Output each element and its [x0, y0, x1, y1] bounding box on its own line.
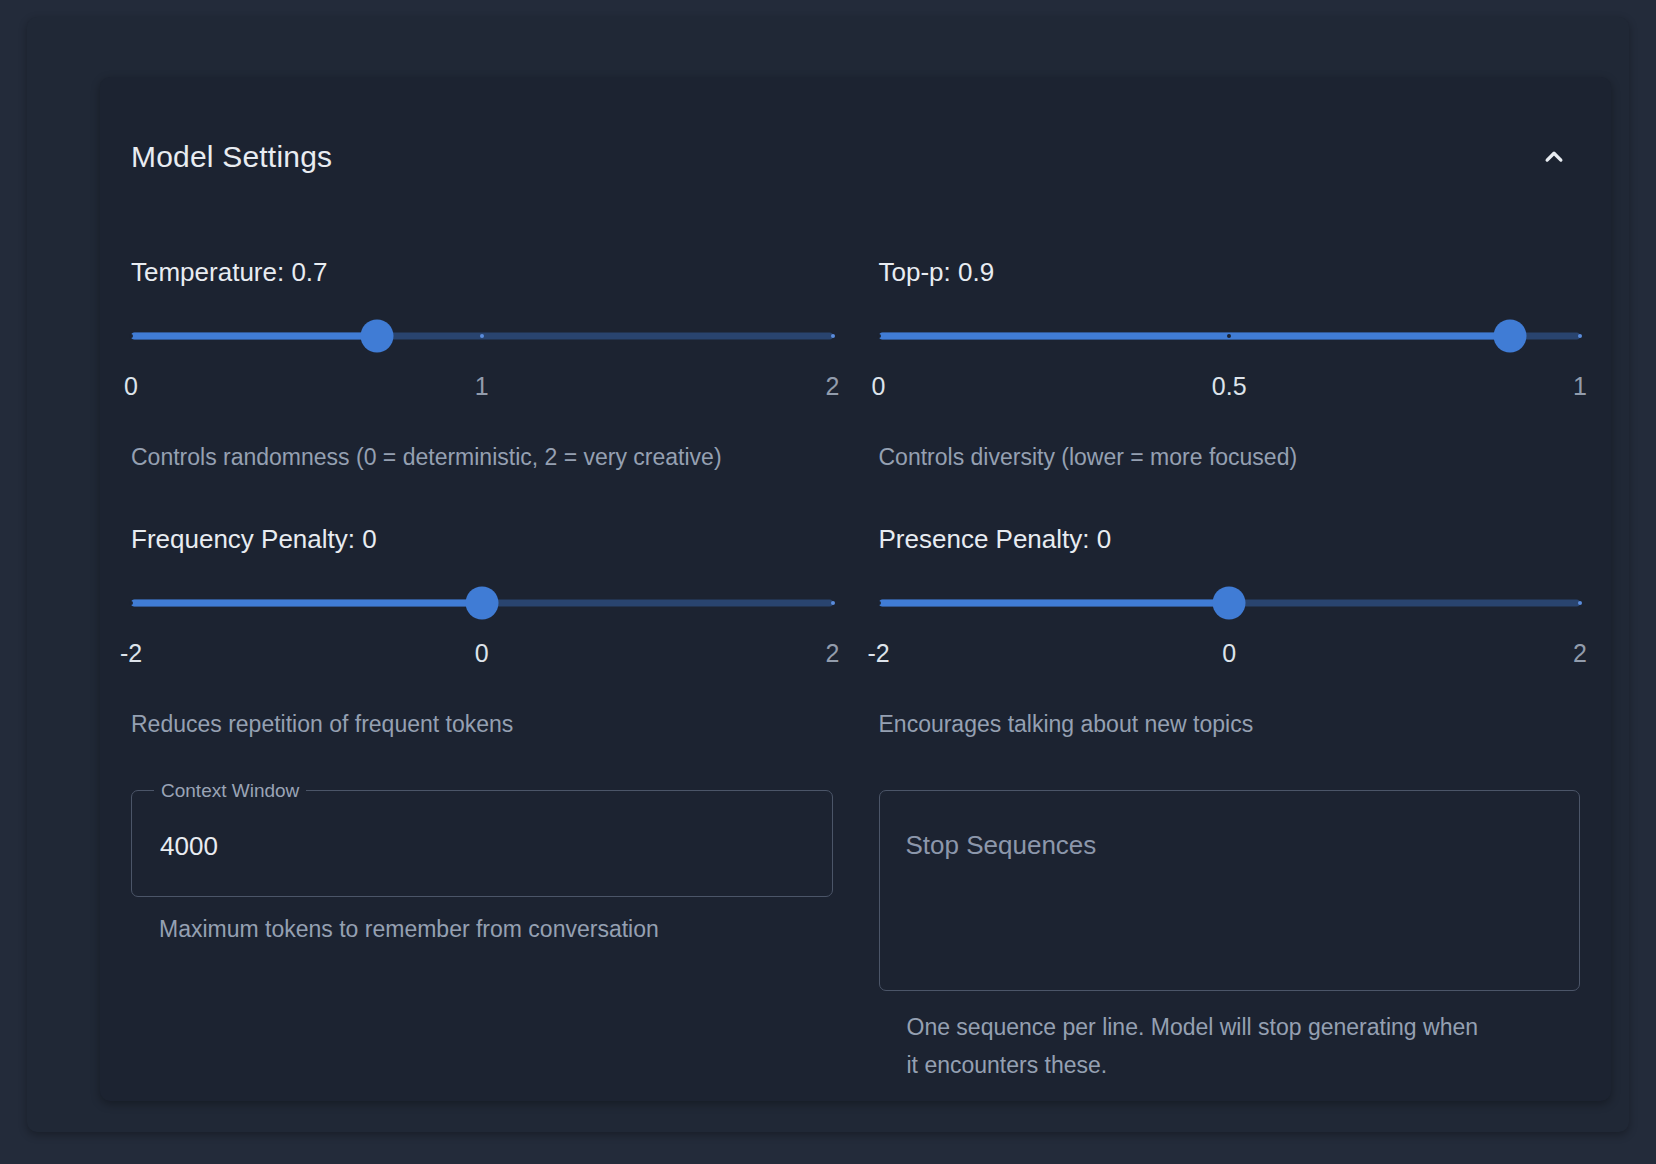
slider-track-fill — [879, 599, 1230, 606]
slider-mark — [480, 334, 484, 338]
scale-label: -2 — [867, 640, 889, 666]
scale-label: 1 — [475, 373, 489, 399]
settings-grid: Temperature: 0.7 0 1 2 Controls randomne… — [131, 256, 1580, 1084]
context-window-field: Context Window Maximum tokens to remembe… — [131, 790, 833, 1084]
context-window-label: Context Window — [154, 780, 306, 802]
slider-thumb[interactable] — [465, 586, 498, 619]
scale-label: 1 — [1573, 373, 1587, 399]
settings-panel: Model Settings Temperature: 0.7 — [27, 17, 1629, 1132]
scale-label: 0 — [872, 373, 886, 399]
slider-thumb[interactable] — [1213, 586, 1246, 619]
scale-label: 0.5 — [1212, 373, 1247, 399]
scale-label: 0 — [475, 640, 489, 666]
slider-mark — [129, 601, 133, 605]
slider-track-fill — [131, 599, 482, 606]
context-window-box: Context Window — [131, 790, 833, 897]
slider-mark — [1227, 334, 1231, 338]
top-p-scale-labels: 0 0.5 1 — [879, 373, 1581, 399]
scale-label: -2 — [120, 640, 142, 666]
temperature-label: Temperature: 0.7 — [131, 256, 833, 288]
top-p-helper-text: Controls diversity (lower = more focused… — [879, 443, 1581, 471]
frequency-penalty-label: Frequency Penalty: 0 — [131, 523, 833, 555]
model-settings-card: Model Settings Temperature: 0.7 — [100, 77, 1611, 1101]
top-p-label: Top-p: 0.9 — [879, 256, 1581, 288]
temperature-scale-labels: 0 1 2 — [131, 373, 833, 399]
slider-mark — [1578, 601, 1582, 605]
temperature-helper-text: Controls randomness (0 = deterministic, … — [131, 443, 833, 471]
stop-sequences-textarea[interactable] — [879, 790, 1581, 991]
slider-mark — [877, 601, 881, 605]
slider-thumb[interactable] — [360, 319, 393, 352]
stop-sequences-helper: One sequence per line. Model will stop g… — [907, 1008, 1547, 1084]
frequency-penalty-helper-text: Reduces repetition of frequent tokens — [131, 710, 833, 738]
slider-thumb[interactable] — [1493, 319, 1526, 352]
scale-label: 2 — [826, 373, 840, 399]
slider-track-fill — [131, 332, 377, 339]
slider-group-temperature: Temperature: 0.7 0 1 2 Controls randomne… — [131, 256, 833, 471]
scale-label: 0 — [124, 373, 138, 399]
slider-track-fill — [879, 332, 1510, 339]
scale-label: 2 — [1573, 640, 1587, 666]
chevron-up-icon — [1539, 142, 1569, 172]
scale-label: 0 — [1222, 640, 1236, 666]
presence-penalty-slider[interactable] — [879, 586, 1581, 619]
page-title: Model Settings — [131, 138, 332, 176]
slider-mark — [877, 334, 881, 338]
frequency-penalty-scale-labels: -2 0 2 — [131, 640, 833, 666]
temperature-slider[interactable] — [131, 319, 833, 352]
slider-group-top-p: Top-p: 0.9 0 0.5 1 Controls diversity (l… — [879, 256, 1581, 471]
presence-penalty-helper-text: Encourages talking about new topics — [879, 710, 1581, 738]
presence-penalty-scale-labels: -2 0 2 — [879, 640, 1581, 666]
collapse-button[interactable] — [1532, 135, 1576, 179]
scale-label: 2 — [826, 640, 840, 666]
slider-group-frequency-penalty: Frequency Penalty: 0 -2 0 2 Reduces repe… — [131, 523, 833, 738]
context-window-input[interactable] — [132, 791, 832, 896]
context-window-helper: Maximum tokens to remember from conversa… — [159, 910, 799, 948]
presence-penalty-label: Presence Penalty: 0 — [879, 523, 1581, 555]
slider-mark — [831, 334, 835, 338]
top-p-slider[interactable] — [879, 319, 1581, 352]
slider-mark — [831, 601, 835, 605]
slider-mark — [1578, 334, 1582, 338]
slider-mark — [129, 334, 133, 338]
card-header: Model Settings — [131, 135, 1580, 179]
slider-group-presence-penalty: Presence Penalty: 0 -2 0 2 Encourages ta… — [879, 523, 1581, 738]
frequency-penalty-slider[interactable] — [131, 586, 833, 619]
stop-sequences-field: One sequence per line. Model will stop g… — [879, 790, 1581, 1084]
